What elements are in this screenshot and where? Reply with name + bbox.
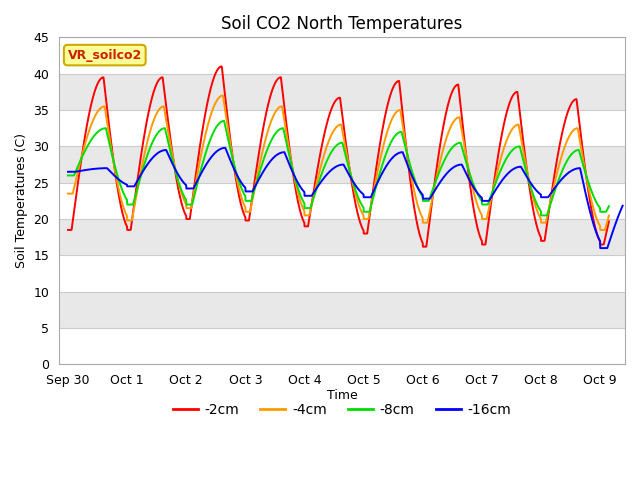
Title: Soil CO2 North Temperatures: Soil CO2 North Temperatures (221, 15, 463, 33)
Y-axis label: Soil Temperatures (C): Soil Temperatures (C) (15, 133, 28, 268)
Bar (59, 292, 625, 328)
Text: VR_soilco2: VR_soilco2 (68, 48, 142, 61)
Legend: -2cm, -4cm, -8cm, -16cm: -2cm, -4cm, -8cm, -16cm (167, 398, 517, 423)
Bar (59, 219, 625, 255)
Bar (59, 73, 625, 110)
Bar (59, 146, 625, 183)
Bar (59, 73, 625, 110)
X-axis label: Time: Time (326, 388, 358, 402)
